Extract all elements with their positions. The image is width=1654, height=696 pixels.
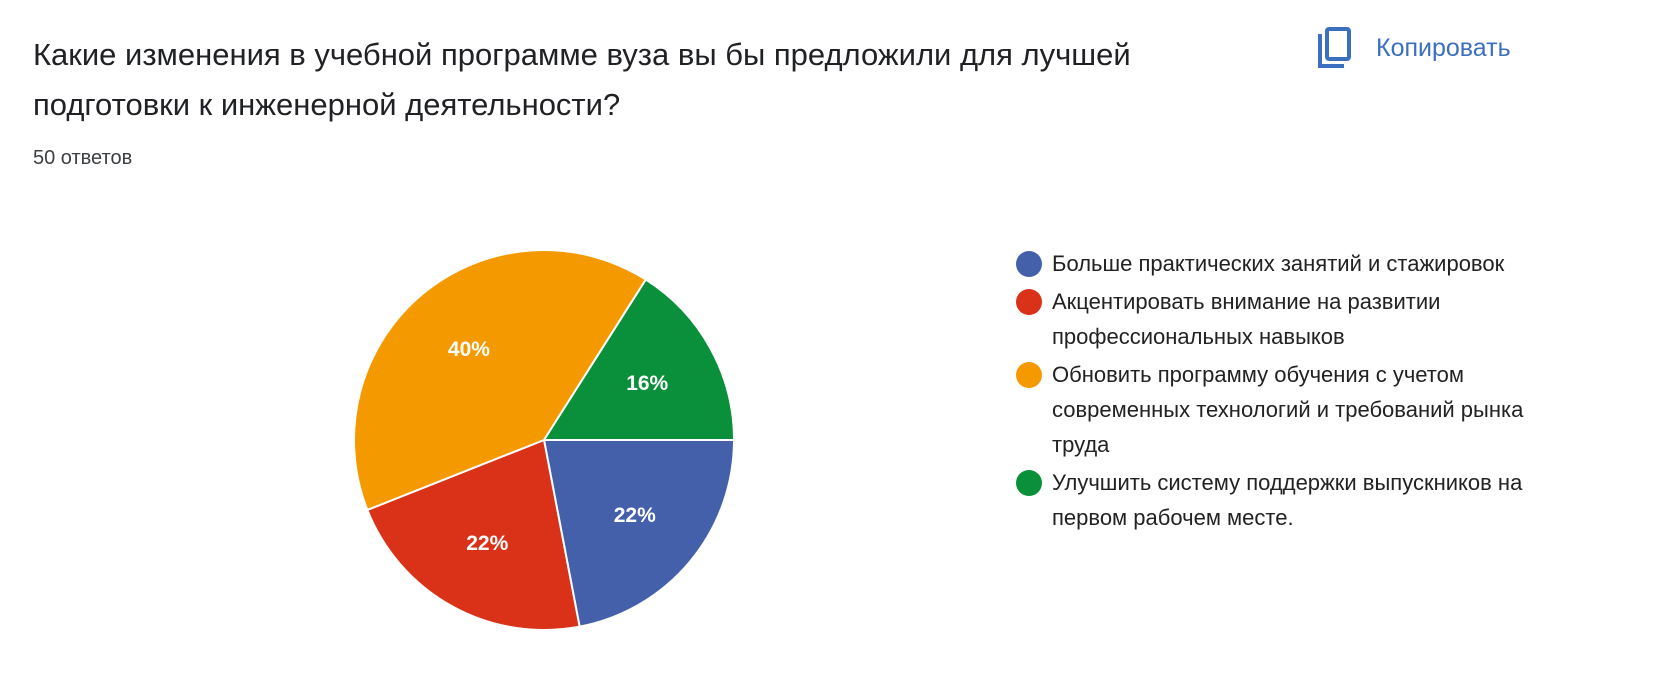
legend-dot-icon	[1016, 251, 1042, 277]
pie-slice[interactable]	[353, 249, 648, 512]
question-title: Какие изменения в учебной программе вуза…	[33, 37, 1131, 122]
pie-slice[interactable]	[542, 278, 736, 441]
legend-dot-icon	[1016, 362, 1042, 388]
legend-item[interactable]: Акцентировать внимание на развитии профе…	[1016, 284, 1536, 354]
legend-label: Улучшить систему поддержки выпускников н…	[1052, 470, 1523, 530]
legend-label: Больше практических занятий и стажировок	[1052, 251, 1505, 276]
slice-label: 40%	[448, 338, 490, 361]
legend-item[interactable]: Улучшить систему поддержки выпускников н…	[1016, 465, 1536, 535]
slice-label: 22%	[466, 532, 508, 555]
legend-dot-icon	[1016, 289, 1042, 315]
copy-button[interactable]: Копировать	[1316, 26, 1511, 70]
legend-label: Обновить программу обучения с учетом сов…	[1052, 362, 1524, 457]
legend: Больше практических занятий и стажировок…	[1016, 246, 1536, 538]
pie-chart: 22% 22% 40% 16%	[353, 249, 736, 631]
legend-item[interactable]: Обновить программу обучения с учетом сов…	[1016, 357, 1536, 462]
copy-icon	[1318, 27, 1351, 68]
legend-dot-icon	[1016, 470, 1042, 496]
slice-label: 22%	[614, 504, 656, 527]
legend-label: Акцентировать внимание на развитии профе…	[1052, 289, 1441, 349]
copy-label: Копировать	[1376, 33, 1511, 62]
pie-slice[interactable]	[366, 438, 581, 631]
slice-label: 16%	[626, 372, 668, 395]
legend-item[interactable]: Больше практических занятий и стажировок	[1016, 246, 1536, 281]
pie-slice[interactable]	[542, 439, 736, 628]
response-count: 50 ответов	[33, 147, 133, 169]
